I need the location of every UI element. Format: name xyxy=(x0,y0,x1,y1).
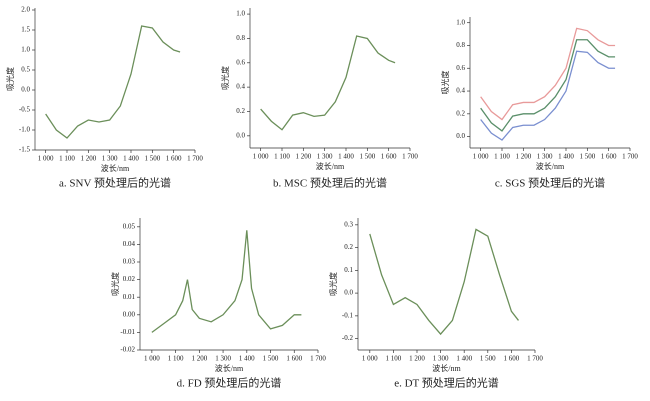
y-tick-label: -0.1 xyxy=(342,311,354,319)
x-tick-label: 1 000 xyxy=(144,355,160,363)
y-tick-label: -1.0 xyxy=(19,126,31,134)
caption: a. SNV 预处理后的光谱 xyxy=(59,176,171,190)
x-tick-label: 1 100 xyxy=(168,355,184,363)
spectrum-line xyxy=(480,50,616,141)
x-tick-label: 1 100 xyxy=(59,155,75,163)
y-tick-label: -0.2 xyxy=(342,334,354,342)
spectrum-line xyxy=(151,230,302,333)
spectrum-line xyxy=(45,25,181,139)
x-tick-label: 1 500 xyxy=(144,155,160,163)
x-tick-label: 1 300 xyxy=(215,355,231,363)
y-tick-label: 0.3 xyxy=(344,220,353,228)
x-tick-label: 1 400 xyxy=(123,155,139,163)
y-tick-label: 0.5 xyxy=(21,66,30,74)
y-tick-label: -0.5 xyxy=(19,106,31,114)
y-axis-label: 吸光度 xyxy=(110,272,120,296)
y-tick-label: 1.5 xyxy=(21,26,30,34)
x-tick-label: 1 000 xyxy=(253,153,269,161)
x-tick-label: 1 600 xyxy=(504,355,520,363)
x-axis-label: 波长/nm xyxy=(316,161,345,171)
x-tick-label: 1 400 xyxy=(558,153,574,161)
x-tick-label: 1 400 xyxy=(456,355,472,363)
y-tick-label: 1.0 xyxy=(236,10,245,18)
x-tick-label: 1 300 xyxy=(102,155,118,163)
x-tick-label: 1 600 xyxy=(166,155,182,163)
x-tick-label: 1 000 xyxy=(473,153,489,161)
y-tick-label: 0.8 xyxy=(236,34,245,42)
y-tick-label: 0.02 xyxy=(123,275,136,283)
caption: d. FD 预处理后的光谱 xyxy=(177,376,282,390)
y-tick-label: 0.0 xyxy=(236,131,245,139)
x-tick-label: 1 300 xyxy=(317,153,333,161)
x-tick-label: 1 100 xyxy=(274,153,290,161)
x-tick-label: 1 200 xyxy=(515,153,531,161)
y-tick-label: 0.0 xyxy=(456,132,465,140)
x-tick-label: 1 600 xyxy=(286,355,302,363)
x-tick-label: 1 700 xyxy=(622,153,638,161)
x-axis-label: 波长/nm xyxy=(101,163,130,173)
x-tick-label: 1 300 xyxy=(433,355,449,363)
y-tick-label: 0.05 xyxy=(123,222,136,230)
y-tick-label: 1.0 xyxy=(21,46,30,54)
y-tick-label: 0.0 xyxy=(344,289,353,297)
y-axis-label: 吸光度 xyxy=(5,67,15,91)
x-tick-label: 1 700 xyxy=(402,153,418,161)
y-axis-label: 吸光度 xyxy=(328,272,338,296)
caption: e. DT 预处理后的光谱 xyxy=(394,376,499,390)
y-tick-label: -0.01 xyxy=(120,328,135,336)
x-tick-label: 1 400 xyxy=(338,153,354,161)
y-tick-label: 0.6 xyxy=(456,64,465,72)
spectrum-line xyxy=(369,228,519,336)
x-axis-label: 波长/nm xyxy=(215,363,244,373)
x-tick-label: 1 300 xyxy=(537,153,553,161)
x-tick-label: 1 500 xyxy=(263,355,279,363)
x-tick-label: 1 100 xyxy=(386,355,402,363)
y-tick-label: 0.04 xyxy=(123,240,136,248)
y-tick-label: 0.03 xyxy=(123,258,136,266)
spectrum-line xyxy=(260,35,396,131)
y-tick-label: 0.2 xyxy=(236,107,245,115)
x-tick-label: 1 700 xyxy=(527,355,543,363)
x-tick-label: 1 500 xyxy=(480,355,496,363)
y-tick-label: 0.00 xyxy=(123,310,136,318)
y-tick-label: -0.02 xyxy=(120,346,135,354)
y-tick-label: 0.01 xyxy=(123,293,136,301)
y-tick-label: 0.2 xyxy=(456,109,465,117)
x-axis-label: 波长/nm xyxy=(536,161,565,171)
x-tick-label: 1 000 xyxy=(38,155,54,163)
y-tick-label: 0.4 xyxy=(236,83,245,91)
x-tick-label: 1 000 xyxy=(362,355,378,363)
x-tick-label: 1 200 xyxy=(191,355,207,363)
y-axis-label: 吸光度 xyxy=(440,71,450,95)
x-tick-label: 1 100 xyxy=(494,153,510,161)
x-tick-label: 1 700 xyxy=(187,155,203,163)
x-tick-label: 1 600 xyxy=(601,153,617,161)
x-tick-label: 1 500 xyxy=(359,153,375,161)
x-tick-label: 1 500 xyxy=(579,153,595,161)
caption: b. MSC 预处理后的光谱 xyxy=(273,176,387,190)
y-tick-label: 0.4 xyxy=(456,87,465,95)
x-tick-label: 1 200 xyxy=(295,153,311,161)
y-axis-label: 吸光度 xyxy=(220,66,230,90)
y-tick-label: 0.1 xyxy=(344,266,353,274)
y-tick-label: 1.0 xyxy=(456,18,465,26)
x-tick-label: 1 600 xyxy=(381,153,397,161)
y-tick-label: -1.5 xyxy=(19,146,31,154)
x-tick-label: 1 200 xyxy=(409,355,425,363)
y-tick-label: 0.8 xyxy=(456,41,465,49)
spectrum-line xyxy=(480,27,616,121)
caption: c. SGS 预处理后的光谱 xyxy=(495,176,605,190)
y-tick-label: 0.2 xyxy=(344,243,353,251)
y-tick-label: 0.6 xyxy=(236,58,245,66)
x-axis-label: 波长/nm xyxy=(432,363,461,373)
x-tick-label: 1 200 xyxy=(80,155,96,163)
spectrum-line xyxy=(480,39,616,132)
y-tick-label: 2.0 xyxy=(21,6,30,14)
x-tick-label: 1 700 xyxy=(310,355,326,363)
y-tick-label: 0.0 xyxy=(21,86,30,94)
x-tick-label: 1 400 xyxy=(239,355,255,363)
